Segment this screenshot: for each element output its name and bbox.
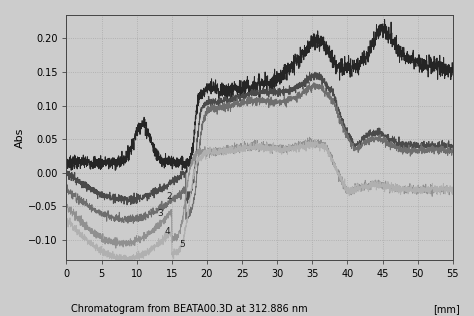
Text: [mm]: [mm] — [433, 304, 460, 314]
Y-axis label: Abs: Abs — [15, 127, 25, 148]
Text: Chromatogram from BEATA00.3D at 312.886 nm: Chromatogram from BEATA00.3D at 312.886 … — [71, 304, 308, 314]
Text: 3: 3 — [158, 209, 164, 218]
Text: 1: 1 — [142, 119, 148, 128]
Text: 4: 4 — [165, 227, 170, 236]
Text: 5: 5 — [179, 240, 184, 249]
Text: 2: 2 — [166, 192, 172, 201]
